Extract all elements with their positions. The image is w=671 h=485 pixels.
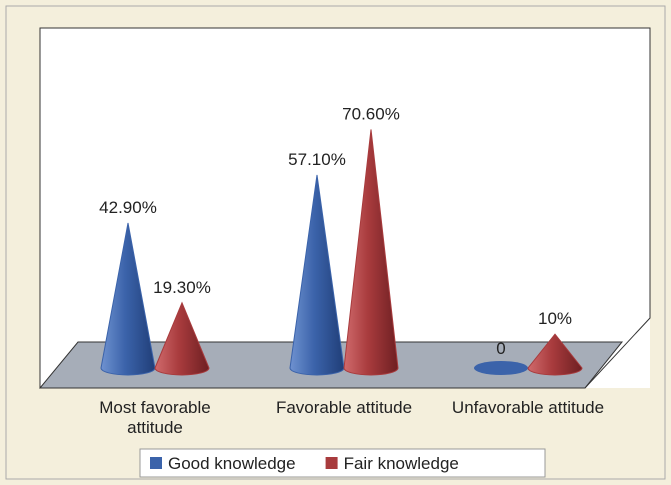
x-tick-label: Favorable attitude [275, 398, 413, 417]
data-label: 10% [538, 309, 572, 328]
cone [527, 333, 583, 376]
cone [474, 361, 528, 375]
wall [39, 27, 651, 389]
data-label: 0 [496, 339, 505, 358]
cone [343, 129, 399, 376]
x-tick-label: Most favorable attitude [99, 398, 211, 437]
data-label: 57.10% [288, 150, 346, 169]
cone [289, 174, 345, 376]
legend-label: Fair knowledge [344, 454, 459, 473]
data-label: 70.60% [342, 104, 400, 123]
data-label: 19.30% [153, 278, 211, 297]
legend-box [139, 448, 546, 478]
data-label: 42.90% [99, 198, 157, 217]
legend-swatch [150, 457, 162, 469]
legend-label: Good knowledge [168, 454, 296, 473]
cone [154, 301, 210, 376]
frame [5, 5, 666, 480]
legend-swatch [325, 457, 338, 469]
cone [100, 222, 156, 376]
x-tick-label: Unfavorable attitude [451, 398, 605, 417]
